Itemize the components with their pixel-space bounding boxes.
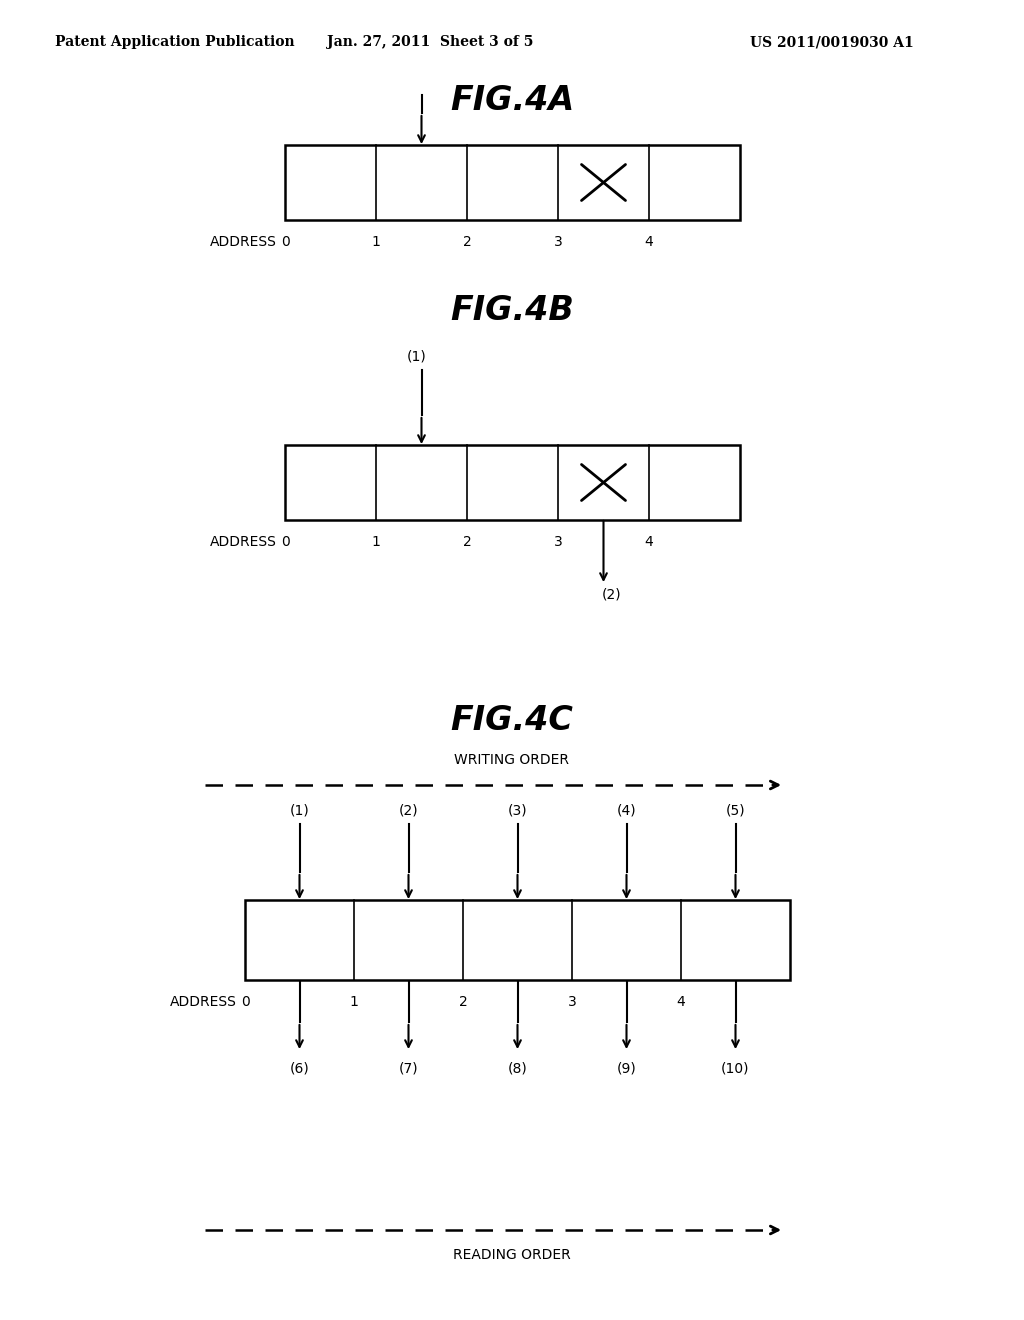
Text: 4: 4: [645, 535, 653, 549]
Text: WRITING ORDER: WRITING ORDER: [455, 752, 569, 767]
Bar: [285, 145, 740, 220]
Text: (3): (3): [508, 803, 527, 817]
Bar: [285, 445, 740, 520]
Text: (9): (9): [616, 1061, 636, 1074]
Text: 3: 3: [554, 535, 562, 549]
Text: (2): (2): [398, 803, 419, 817]
Text: 3: 3: [554, 235, 562, 249]
Text: 1: 1: [372, 235, 381, 249]
Text: (4): (4): [616, 803, 636, 817]
Bar: [245, 900, 790, 979]
Text: 1: 1: [349, 995, 358, 1008]
Text: (10): (10): [721, 1061, 750, 1074]
Text: 0: 0: [281, 535, 290, 549]
Text: FIG.4C: FIG.4C: [451, 704, 573, 737]
Text: 4: 4: [645, 235, 653, 249]
Text: ADDRESS: ADDRESS: [210, 535, 278, 549]
Text: (5): (5): [726, 803, 745, 817]
Text: (1): (1): [407, 350, 426, 364]
Text: (2): (2): [602, 587, 622, 602]
Text: (8): (8): [508, 1061, 527, 1074]
Text: ADDRESS: ADDRESS: [170, 995, 237, 1008]
Text: Jan. 27, 2011  Sheet 3 of 5: Jan. 27, 2011 Sheet 3 of 5: [327, 36, 534, 49]
Text: 3: 3: [567, 995, 577, 1008]
Text: 2: 2: [459, 995, 467, 1008]
Text: 2: 2: [463, 535, 471, 549]
Text: 0: 0: [281, 235, 290, 249]
Text: 2: 2: [463, 235, 471, 249]
Text: FIG.4B: FIG.4B: [451, 293, 573, 326]
Text: 4: 4: [677, 995, 685, 1008]
Text: (7): (7): [398, 1061, 419, 1074]
Text: 0: 0: [241, 995, 250, 1008]
Text: Patent Application Publication: Patent Application Publication: [55, 36, 295, 49]
Text: FIG.4A: FIG.4A: [450, 83, 574, 116]
Text: (1): (1): [290, 803, 309, 817]
Text: READING ORDER: READING ORDER: [454, 1247, 570, 1262]
Text: 1: 1: [372, 535, 381, 549]
Text: US 2011/0019030 A1: US 2011/0019030 A1: [750, 36, 913, 49]
Text: (6): (6): [290, 1061, 309, 1074]
Text: ADDRESS: ADDRESS: [210, 235, 278, 249]
